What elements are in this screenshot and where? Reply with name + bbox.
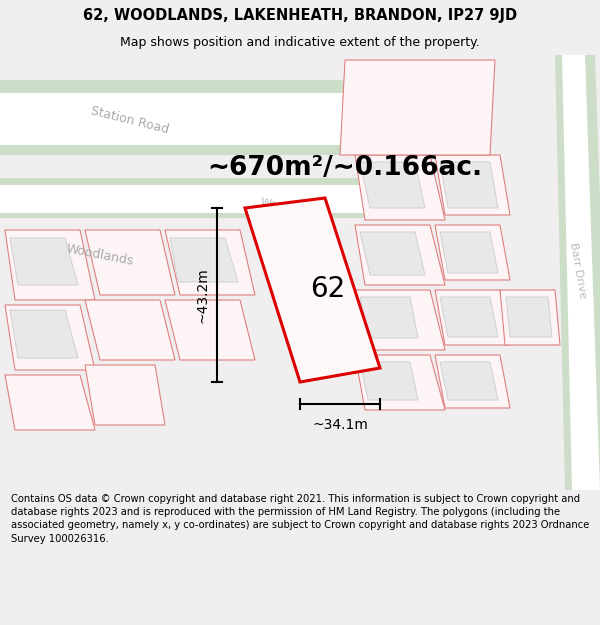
- Polygon shape: [435, 355, 510, 408]
- Text: Map shows position and indicative extent of the property.: Map shows position and indicative extent…: [120, 36, 480, 49]
- Text: Woodlands: Woodlands: [65, 242, 135, 268]
- Polygon shape: [355, 290, 445, 350]
- Polygon shape: [0, 185, 428, 213]
- Polygon shape: [10, 310, 78, 358]
- Polygon shape: [440, 162, 498, 208]
- Polygon shape: [5, 305, 95, 370]
- Polygon shape: [360, 162, 425, 208]
- Polygon shape: [440, 232, 498, 273]
- Polygon shape: [435, 225, 510, 280]
- Polygon shape: [10, 238, 78, 285]
- Polygon shape: [562, 55, 600, 490]
- Polygon shape: [85, 230, 175, 295]
- Polygon shape: [85, 300, 175, 360]
- Text: 62: 62: [310, 275, 345, 303]
- Polygon shape: [0, 98, 445, 140]
- Polygon shape: [340, 60, 495, 155]
- Text: Barr Drive: Barr Drive: [568, 241, 588, 299]
- Polygon shape: [355, 155, 445, 220]
- Polygon shape: [355, 355, 445, 410]
- Polygon shape: [360, 297, 418, 338]
- Text: Contains OS data © Crown copyright and database right 2021. This information is : Contains OS data © Crown copyright and d…: [11, 494, 589, 544]
- Polygon shape: [85, 365, 165, 425]
- Text: ~670m²/~0.166ac.: ~670m²/~0.166ac.: [208, 155, 482, 181]
- Polygon shape: [440, 362, 498, 400]
- Polygon shape: [0, 80, 470, 155]
- Text: Station Road: Station Road: [89, 104, 170, 136]
- Polygon shape: [555, 55, 600, 490]
- Polygon shape: [0, 93, 455, 145]
- Polygon shape: [165, 230, 255, 295]
- Text: ~43.2m: ~43.2m: [195, 267, 209, 323]
- Polygon shape: [360, 362, 418, 400]
- Text: 62, WOODLANDS, LAKENHEATH, BRANDON, IP27 9JD: 62, WOODLANDS, LAKENHEATH, BRANDON, IP27…: [83, 8, 517, 23]
- Polygon shape: [5, 375, 95, 430]
- Polygon shape: [506, 297, 552, 337]
- Polygon shape: [360, 232, 425, 275]
- Polygon shape: [5, 230, 95, 300]
- Polygon shape: [355, 225, 445, 285]
- Text: ~34.1m: ~34.1m: [312, 418, 368, 432]
- Polygon shape: [165, 300, 255, 360]
- Polygon shape: [440, 297, 498, 337]
- Polygon shape: [245, 198, 380, 382]
- Polygon shape: [435, 155, 510, 215]
- Text: Woodlands: Woodlands: [259, 198, 321, 219]
- Polygon shape: [500, 290, 560, 345]
- Polygon shape: [170, 238, 238, 282]
- Polygon shape: [0, 178, 440, 218]
- Polygon shape: [435, 290, 510, 345]
